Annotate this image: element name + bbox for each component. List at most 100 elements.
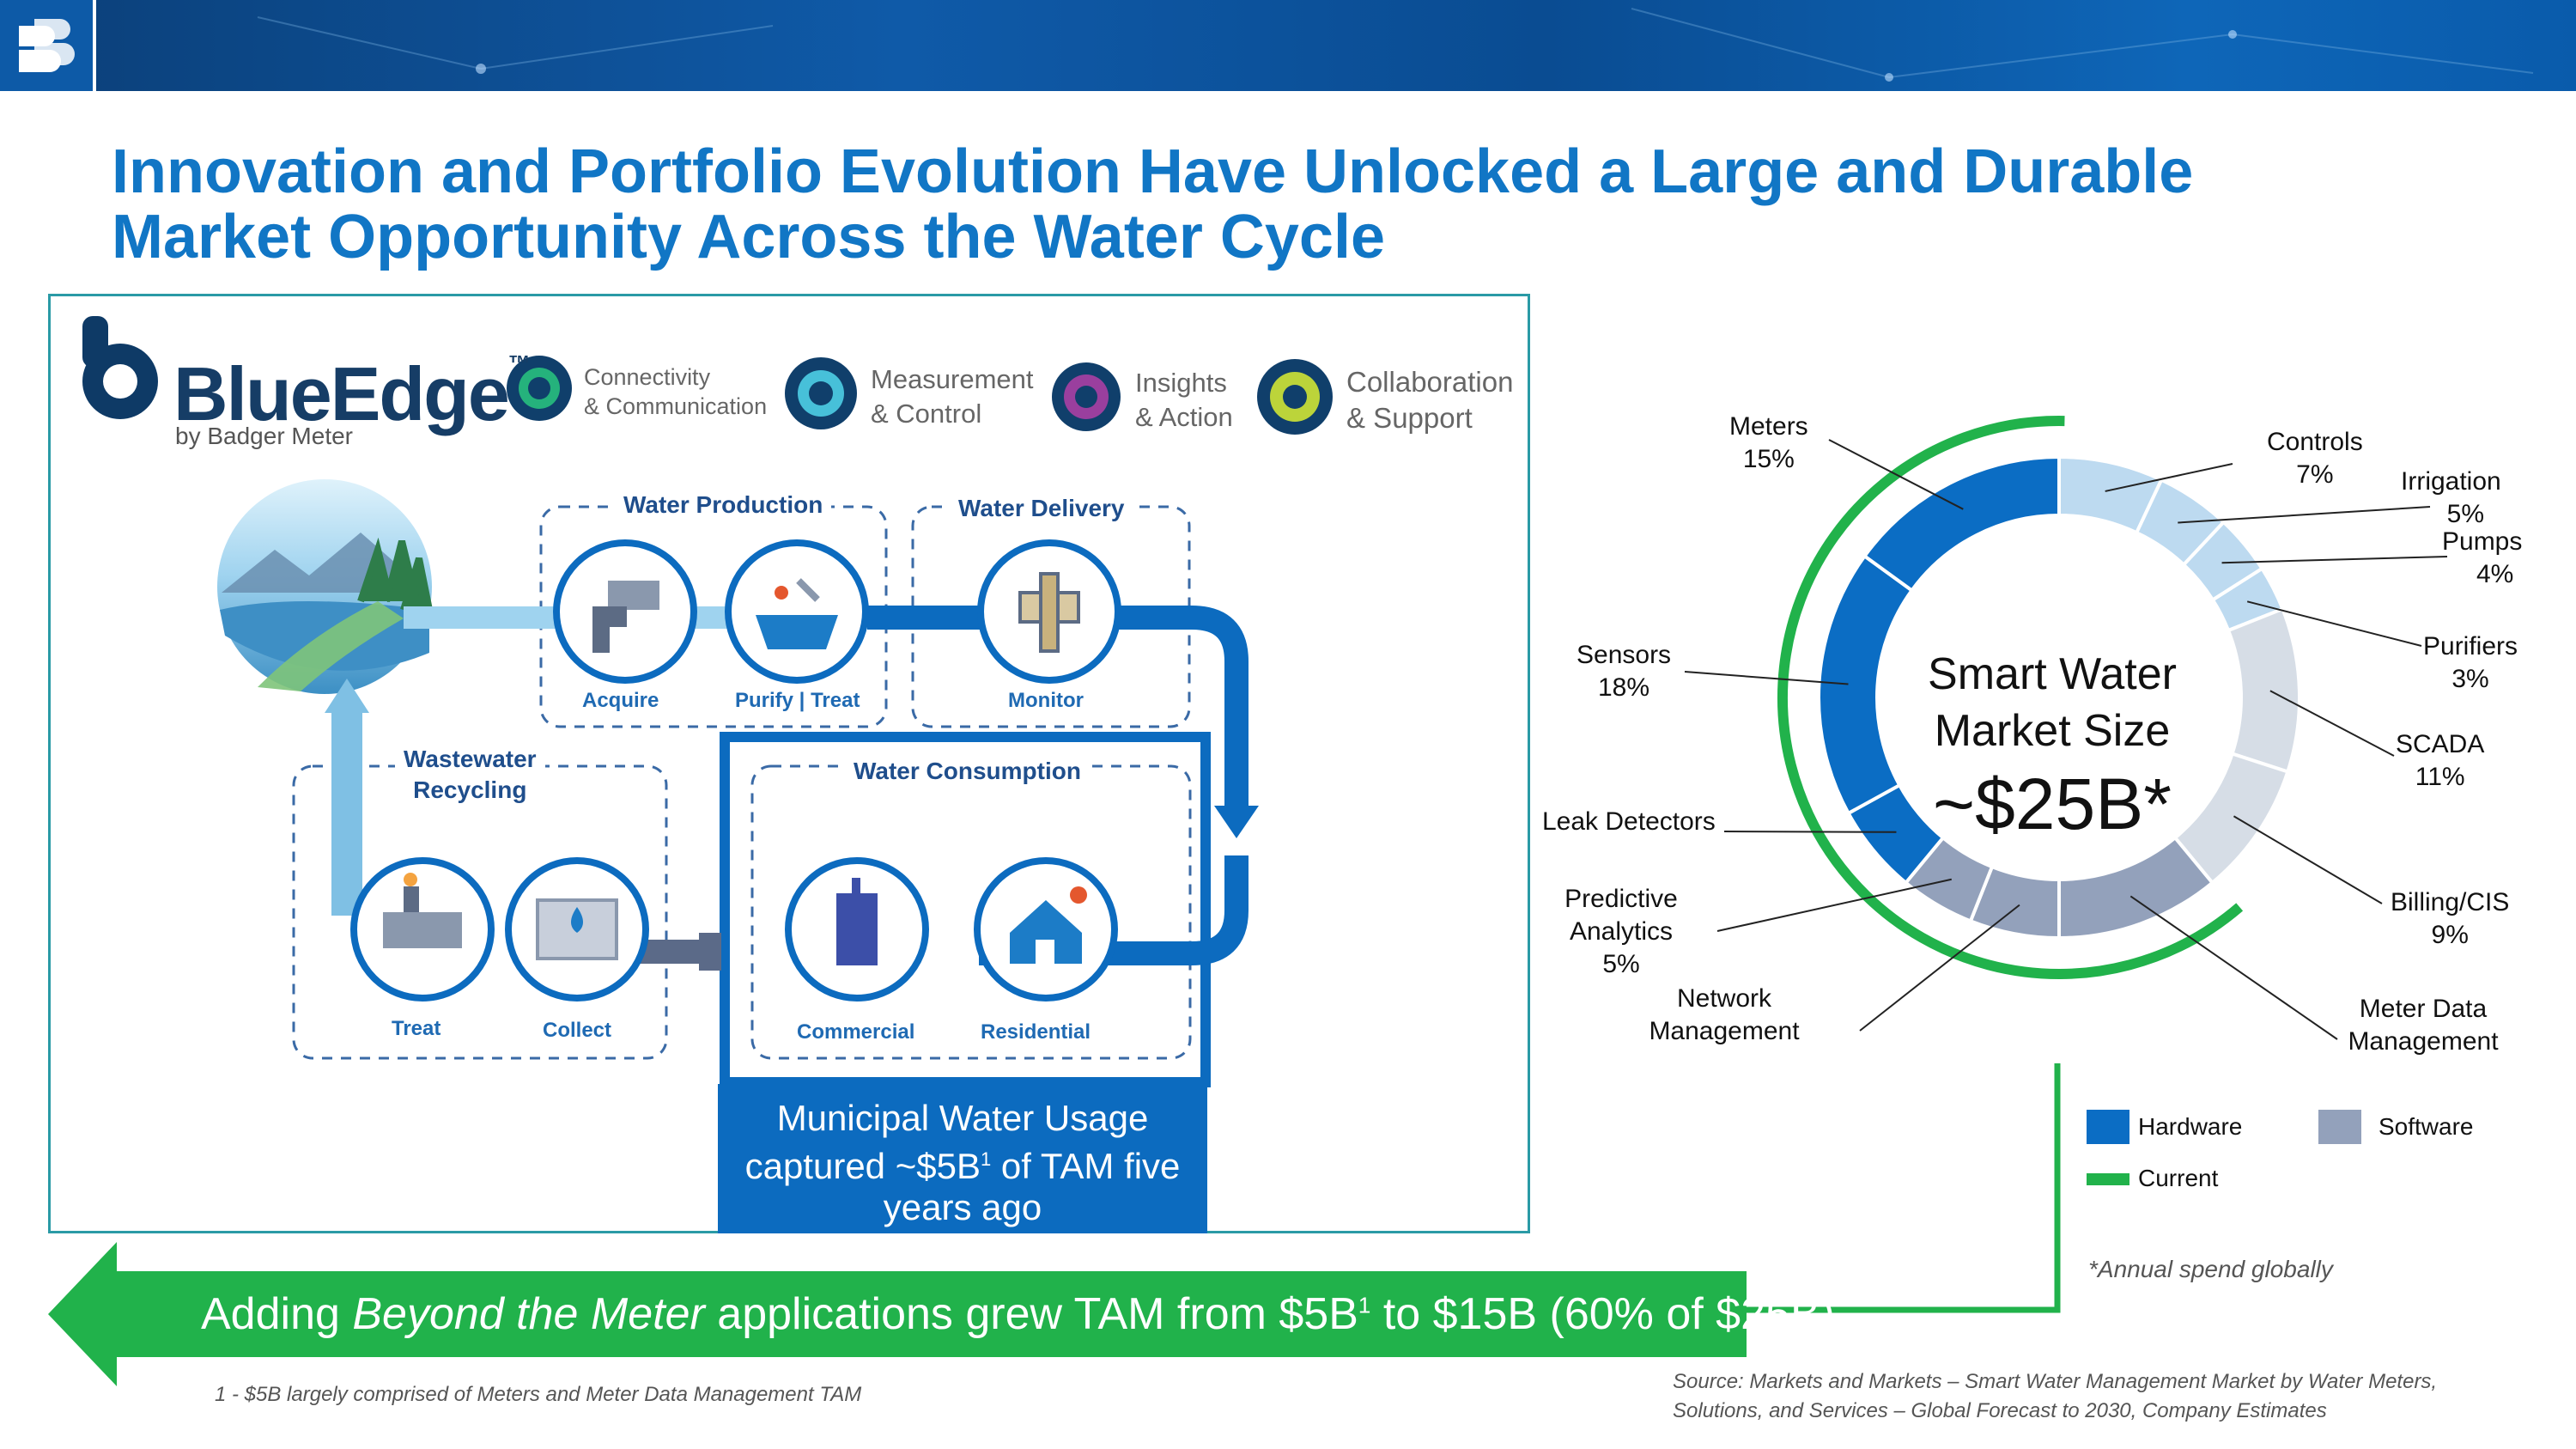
label-network-management: Network Management (1647, 983, 1801, 1048)
collaboration-icon (1257, 359, 1333, 435)
label-leak-detectors: Leak Detectors (1542, 806, 1716, 838)
label-irrigation-value: 5% (2446, 500, 2485, 528)
source-note: Source: Markets and Markets – Smart Wate… (1673, 1367, 2437, 1426)
leader-sensors (1684, 671, 1849, 685)
monitor-label: Monitor (1008, 689, 1084, 712)
purify-treat-label: Purify | Treat (735, 689, 860, 712)
tam-growth-text: Adding Beyond the Meter applications gre… (201, 1288, 1835, 1340)
blueedge-logo-icon (82, 316, 158, 419)
municipal-line1: Municipal Water Usage (776, 1098, 1149, 1138)
collect-label: Collect (543, 1019, 612, 1042)
pillar-measurement-line1: Measurement (871, 364, 1034, 394)
treat-icon (350, 857, 495, 1002)
annual-spend-note: *Annual spend globally (2088, 1256, 2333, 1282)
legend-software-swatch (2318, 1110, 2361, 1144)
insights-icon (1052, 362, 1121, 431)
center-line2: Market Size (1934, 706, 2171, 756)
leader-purifiers (2246, 600, 2422, 647)
arrow-sup: 1 (1358, 1292, 1371, 1318)
label-pumps-value: 4% (2476, 560, 2514, 588)
label-pumps-name: Pumps (2442, 527, 2523, 556)
label-scada-value: 11% (2415, 763, 2465, 791)
source-line2: Solutions, and Services – Global Forecas… (1673, 1399, 2327, 1422)
leader-network-management (1859, 904, 2020, 1032)
leader-scada (2269, 690, 2395, 757)
label-billing-value: 9% (2431, 921, 2469, 949)
pillar-insights: Insights & Action (1135, 366, 1233, 435)
center-value: ~$25B* (1933, 764, 2172, 844)
acquire-label: Acquire (582, 689, 659, 712)
pillar-measurement-line2: & Control (871, 399, 982, 429)
leader-leak-detectors (1723, 831, 1897, 833)
bb-logo-icon (19, 19, 75, 72)
water-production-label: Water Production (615, 491, 832, 519)
title-line-2: Market Opportunity Across the Water Cycl… (112, 203, 1385, 271)
leader-controls (2105, 463, 2233, 492)
leader-irrigation (2178, 506, 2431, 524)
donut-center-label: Smart Water Market Size ~$25B* (1855, 646, 2250, 849)
donut-slice-meters (1862, 454, 2061, 594)
municipal-line2-a: captured ~$5B (744, 1146, 981, 1186)
label-purifiers: Purifiers 3% (2423, 630, 2518, 696)
current-connector-line (1747, 1063, 2061, 1313)
title-line-1: Innovation and Portfolio Evolution Have … (112, 137, 2194, 206)
label-irrigation-name: Irrigation (2401, 467, 2501, 496)
pillar-connectivity-line1: Connectivity (584, 364, 711, 390)
label-meters: Meters 15% (1729, 411, 1808, 476)
leader-lines (1684, 439, 2448, 1040)
pillar-measurement: Measurement & Control (871, 362, 1034, 431)
label-purifiers-name: Purifiers (2423, 632, 2518, 661)
label-scada-name: SCADA (2396, 730, 2485, 758)
wastewater-line1: Wastewater (404, 746, 537, 772)
badger-meter-logo (0, 0, 96, 91)
municipal-line2: captured ~$5B1 of TAM five (718, 1139, 1207, 1187)
connectivity-icon (507, 356, 572, 421)
leader-pumps (2221, 556, 2448, 564)
leader-predictive-analytics (1716, 878, 1952, 932)
label-leak-name: Leak Detectors (1542, 807, 1716, 836)
arrow-prefix: Adding (201, 1289, 353, 1339)
pillar-connectivity-line2: & Communication (584, 393, 768, 419)
arrow-suffix: to $15B (60% of $25B) (1370, 1289, 1835, 1339)
municipal-line3: years ago (883, 1187, 1042, 1227)
municipal-usage-callout: Municipal Water Usage captured ~$5B1 of … (718, 1084, 1207, 1233)
tam-growth-arrow (48, 1242, 1747, 1386)
legend-current-swatch (2087, 1173, 2129, 1185)
label-billing: Billing/CIS 9% (2391, 886, 2509, 952)
label-meters-value: 15% (1742, 445, 1795, 473)
label-pumps: Pumps 4% (2442, 526, 2522, 591)
legend-software-label: Software (2379, 1113, 2474, 1140)
donut-slice-meter-data-management (2057, 835, 2215, 941)
measurement-icon (785, 357, 857, 429)
legend-hardware-swatch (2087, 1110, 2129, 1144)
label-purifiers-value: 3% (2451, 665, 2489, 693)
label-network-name: Network Management (1649, 984, 1800, 1045)
blueedge-brand-text: BlueEdge (173, 351, 510, 436)
blueedge-brand: BlueEdge™ (173, 350, 531, 438)
municipal-line2-b: of TAM five (991, 1146, 1181, 1186)
legend-current-label: Current (2138, 1165, 2219, 1191)
legend-hardware-label: Hardware (2138, 1113, 2243, 1140)
water-delivery-label: Water Delivery (950, 495, 1133, 522)
footnote: 1 - $5B largely comprised of Meters and … (215, 1383, 862, 1406)
pillar-connectivity: Connectivity & Communication (584, 362, 767, 421)
label-predictive-analytics: Predictive Analytics 5% (1561, 883, 1681, 981)
current-arc (1777, 416, 2244, 979)
header-banner (0, 0, 2576, 91)
water-consumption-label: Water Consumption (845, 758, 1090, 785)
label-predictive-value: 5% (1602, 950, 1640, 978)
commercial-icon (785, 857, 929, 1002)
source-line1: Source: Markets and Markets – Smart Wate… (1673, 1370, 2438, 1393)
label-meter-data-management: Meter Data Management (2346, 993, 2500, 1058)
blueedge-byline: by Badger Meter (175, 423, 353, 449)
municipal-sup: 1 (980, 1148, 992, 1170)
arrow-italic: Beyond the Meter (352, 1289, 705, 1339)
label-sensors-value: 18% (1598, 673, 1650, 702)
network-background-graphic (257, 8, 2534, 82)
pillar-collaboration-line2: & Support (1346, 402, 1473, 434)
pillar-insights-line2: & Action (1135, 402, 1233, 432)
label-controls-name: Controls (2267, 428, 2363, 456)
label-predictive-name: Predictive Analytics (1564, 885, 1678, 946)
wastewater-line2: Recycling (413, 776, 527, 803)
